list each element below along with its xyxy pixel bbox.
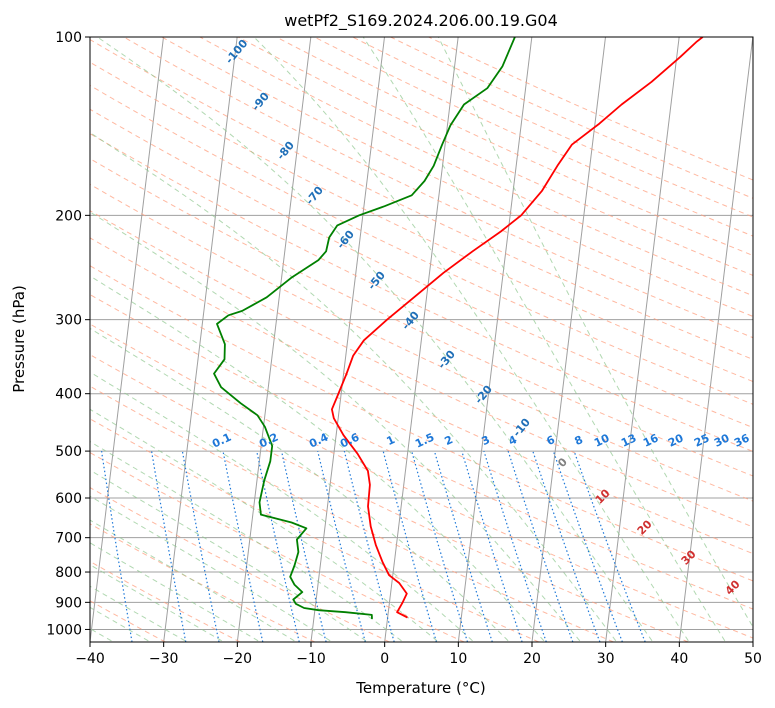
isotherm-line <box>605 37 680 642</box>
isotherm-line <box>163 37 238 642</box>
temperature-trace <box>331 37 704 619</box>
moist-adiabat-line <box>253 37 689 642</box>
mixing-ratio-line <box>483 450 547 642</box>
isotherm-line <box>457 37 533 642</box>
mixing-ratio-line <box>532 450 601 642</box>
mixing-ratio-line <box>433 450 493 642</box>
dry-adiabat-line <box>237 37 753 276</box>
mixing-ratio-line <box>222 450 264 642</box>
x-tick-label: 20 <box>523 651 541 667</box>
x-axis-title: Temperature (°C) <box>355 679 485 697</box>
moist-adiabat-line <box>90 519 295 642</box>
moist-adiabat-line <box>90 564 222 642</box>
x-tick-label: −40 <box>75 651 105 667</box>
dry-adiabat-line <box>352 37 753 218</box>
dry-adiabat-line <box>90 523 315 642</box>
moist-adiabat-line <box>362 37 726 642</box>
x-axis: −40 −30 −20 −10 0 10 20 30 40 50 <box>75 642 762 667</box>
dry-adiabat-line <box>428 37 753 181</box>
mixing-ratio-label: 10 <box>592 431 612 449</box>
mixing-ratio-line <box>382 450 437 642</box>
y-tick-label: 100 <box>55 30 82 46</box>
mixing-ratio-label: 16 <box>641 431 661 449</box>
mixing-ratio-label: 36 <box>732 431 752 449</box>
mixing-ratio-label: 30 <box>712 431 732 449</box>
isotherm-line <box>310 37 385 642</box>
background-lines <box>90 37 753 642</box>
mixing-ratio-line <box>461 450 523 642</box>
mixing-ratio-line <box>343 450 395 642</box>
y-axis-title: Pressure (hPa) <box>10 285 28 393</box>
dry-adiabat-line <box>90 323 753 639</box>
mixing-ratio-label: 25 <box>692 431 711 449</box>
mixing-ratio-line <box>181 450 220 642</box>
x-tick-label: 0 <box>380 651 389 667</box>
chart-title: wetPf2_S169.2024.206.00.19.G04 <box>284 11 558 31</box>
isotherm-line <box>531 37 606 642</box>
dry-adiabat-line <box>314 37 753 237</box>
x-tick-label: 10 <box>449 651 467 667</box>
moist-adiabat-line <box>90 211 581 642</box>
moist-adiabat-line <box>97 37 653 642</box>
dry-adiabat-line <box>90 237 753 555</box>
moist-adiabat-line <box>90 542 259 642</box>
dewpoint-trace <box>213 37 516 619</box>
moist-adiabat-line <box>90 371 473 642</box>
dry-adiabat-line <box>90 158 753 477</box>
mixing-ratio-line <box>317 450 366 642</box>
mixing-ratio-line <box>573 450 646 642</box>
moist-adiabat-line <box>90 327 509 642</box>
mixing-ratio-label: 13 <box>619 431 638 449</box>
y-tick-label: 600 <box>55 491 82 507</box>
y-tick-label: 200 <box>55 208 82 224</box>
dry-adiabat-line <box>90 385 614 642</box>
moist-adiabat-line <box>90 585 186 642</box>
moist-adiabat-line <box>90 408 438 642</box>
mixing-ratio-label: 20 <box>666 431 686 449</box>
x-tick-label: 50 <box>744 651 762 667</box>
x-tick-label: 30 <box>597 651 615 667</box>
y-tick-label: 800 <box>55 565 82 581</box>
plot-frame <box>89 36 754 643</box>
mixing-ratio-line <box>256 450 300 642</box>
series-lines <box>213 37 704 619</box>
isotherm-line <box>678 37 753 642</box>
y-axis: 100 200 300 400 500 600 700 800 900 1000 <box>46 30 90 638</box>
mixing-ratio-line <box>552 450 623 642</box>
mixing-ratio-line <box>411 450 469 642</box>
isotherm-line <box>90 37 164 642</box>
moist-adiabat-line <box>90 275 545 642</box>
y-tick-label: 1000 <box>46 622 82 638</box>
dry-adiabat-line <box>90 183 753 502</box>
x-tick-label: −10 <box>296 651 326 667</box>
x-tick-label: −30 <box>149 651 179 667</box>
dry-adiabat-line <box>90 108 753 429</box>
dry-adiabat-line <box>90 84 753 405</box>
dry-adiabat-line <box>90 39 753 360</box>
y-tick-label: 500 <box>55 444 82 460</box>
dry-adiabat-line <box>90 486 390 642</box>
y-tick-label: 300 <box>55 313 82 329</box>
dry-adiabat-line <box>90 61 753 383</box>
moist-adiabat-line <box>437 37 753 628</box>
x-tick-label: 40 <box>670 651 688 667</box>
dry-adiabat-line <box>90 354 689 642</box>
moist-adiabat-line <box>90 440 402 642</box>
moist-adiabat-line <box>90 469 367 642</box>
dry-adiabat-line <box>123 37 753 339</box>
x-tick-label: −20 <box>223 651 253 667</box>
dry-adiabat-line <box>90 293 753 610</box>
y-tick-label: 700 <box>55 531 82 547</box>
y-tick-label: 900 <box>55 595 82 611</box>
mixing-ratio-line <box>507 450 574 642</box>
y-tick-label: 400 <box>55 387 82 403</box>
mixing-ratio-line <box>280 450 327 642</box>
isotherm-line <box>236 37 312 642</box>
